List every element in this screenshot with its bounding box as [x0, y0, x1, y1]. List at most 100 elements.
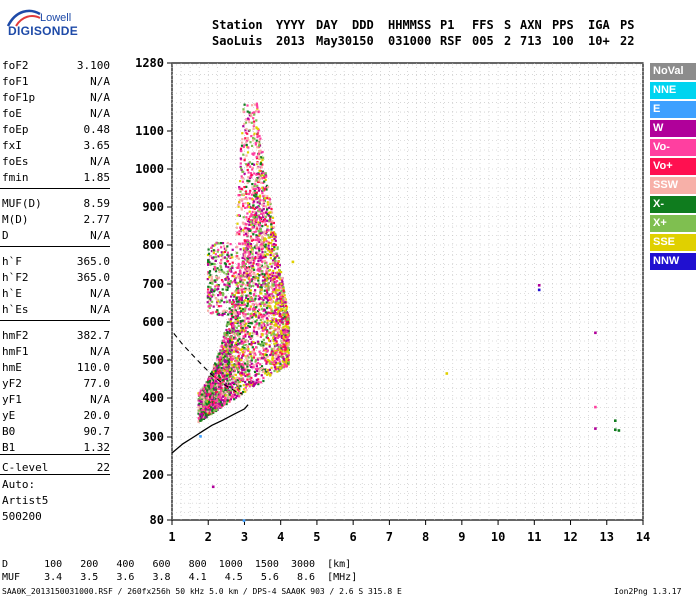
- echo-point: [206, 273, 210, 276]
- param-row: foEs N/A: [2, 155, 110, 172]
- echo-point: [253, 189, 256, 192]
- echo-point: [214, 401, 218, 405]
- echo-point: [238, 307, 241, 310]
- echo-point: [280, 303, 283, 306]
- echo-point: [211, 262, 214, 266]
- echo-point: [238, 337, 241, 341]
- echo-point: [227, 279, 230, 282]
- echo-point: [220, 367, 223, 370]
- echo-point: [242, 351, 245, 354]
- echo-point: [257, 253, 260, 256]
- isolated-echo-point: [199, 435, 202, 438]
- echo-point: [243, 253, 247, 256]
- echo-point: [220, 246, 223, 249]
- echo-point: [214, 253, 217, 256]
- echo-point: [246, 300, 249, 303]
- echo-point: [276, 370, 279, 373]
- echo-point: [207, 384, 210, 387]
- echo-point: [265, 283, 268, 286]
- echo-point: [259, 137, 262, 140]
- echo-point: [266, 318, 269, 321]
- echo-point: [266, 253, 270, 256]
- echo-point: [253, 200, 256, 203]
- echo-point: [224, 332, 227, 335]
- echo-point: [248, 262, 251, 265]
- echo-point: [237, 311, 241, 314]
- echo-point: [211, 409, 214, 412]
- echo-point: [226, 323, 229, 326]
- param-name: foEp: [2, 123, 29, 136]
- echo-point: [203, 411, 206, 414]
- echo-point: [230, 341, 233, 344]
- echo-point: [265, 279, 268, 282]
- dashed-curve: [173, 333, 243, 395]
- echo-point: [255, 104, 259, 107]
- echo-point: [258, 144, 261, 147]
- echo-point: [250, 359, 253, 362]
- echo-point: [264, 276, 267, 279]
- echo-point: [215, 384, 219, 387]
- echo-point: [208, 276, 211, 279]
- echo-point: [245, 322, 248, 325]
- echo-point: [236, 351, 239, 354]
- echo-point: [264, 220, 267, 223]
- echo-point: [241, 308, 245, 311]
- param-value: 110.0: [76, 361, 110, 374]
- echo-point: [277, 284, 280, 287]
- echo-point: [199, 397, 202, 400]
- echo-point: [264, 218, 267, 221]
- echo-point: [219, 254, 222, 257]
- echo-point: [255, 244, 258, 247]
- echo-point: [261, 231, 264, 234]
- echo-point: [253, 123, 256, 126]
- echo-point: [241, 325, 244, 328]
- x-tick-label: 7: [386, 530, 393, 544]
- echo-point: [235, 297, 238, 301]
- echo-point: [231, 292, 234, 295]
- param-value: 90.7: [83, 425, 111, 438]
- echo-point: [233, 295, 236, 298]
- echo-point: [224, 353, 227, 356]
- echo-point: [285, 364, 288, 367]
- echo-point: [252, 348, 256, 351]
- echo-point: [265, 301, 268, 304]
- echo-point: [202, 417, 206, 420]
- legend-item: X-: [650, 196, 696, 213]
- echo-point: [217, 305, 220, 308]
- echo-point: [245, 143, 248, 147]
- echo-point: [265, 289, 268, 292]
- header-line2-cell: 100: [552, 34, 574, 48]
- echo-point: [241, 193, 244, 196]
- echo-point: [241, 265, 244, 268]
- echo-point: [236, 214, 239, 217]
- echo-point: [265, 297, 268, 300]
- echo-point: [266, 349, 269, 352]
- echo-point: [246, 266, 250, 269]
- y-tick-label: 800: [142, 238, 164, 252]
- isolated-echo-point: [211, 485, 215, 489]
- echo-point: [209, 386, 212, 389]
- echo-point: [259, 286, 262, 289]
- echo-point: [282, 299, 285, 302]
- echo-point: [231, 386, 234, 389]
- echo-point: [213, 384, 216, 387]
- echo-point: [237, 371, 240, 374]
- echo-point: [262, 369, 265, 373]
- param-row: foF1p N/A: [2, 91, 110, 108]
- echo-point: [229, 279, 233, 283]
- echo-point: [260, 354, 264, 357]
- echo-point: [238, 348, 241, 351]
- echo-point: [252, 238, 255, 241]
- echo-point: [243, 144, 246, 147]
- echo-point: [230, 270, 233, 273]
- echo-point: [274, 312, 278, 315]
- echo-point: [214, 393, 217, 396]
- echo-point: [220, 268, 223, 272]
- echo-point: [266, 323, 269, 327]
- echo-point: [266, 213, 269, 216]
- echo-point: [283, 315, 286, 318]
- echo-point: [249, 141, 252, 144]
- echo-point: [219, 356, 222, 359]
- param-separator: [0, 188, 110, 189]
- echo-point: [276, 336, 279, 339]
